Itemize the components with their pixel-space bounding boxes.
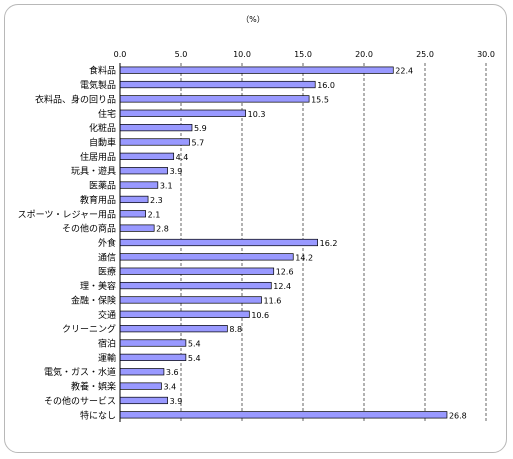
category-label: その他の商品 [62, 223, 116, 235]
value-label: 16.2 [320, 239, 338, 248]
value-label: 16.0 [317, 81, 335, 90]
bar [119, 267, 275, 275]
bar [119, 181, 159, 189]
category-label: 特になし [80, 409, 116, 421]
value-label: 5.7 [192, 138, 205, 147]
category-label: 外食 [98, 237, 116, 249]
bar [119, 124, 193, 132]
bar [119, 80, 316, 89]
bar [119, 138, 190, 146]
bar [119, 66, 394, 74]
bar [119, 396, 168, 405]
value-labels: 22.4 16.0 15.5 10.3 5.9 5.74.4 3.9 3.1 2.3 2.1 2.8… [148, 67, 467, 421]
bar [119, 325, 228, 333]
category-label: 食料品 [89, 65, 116, 77]
bar [119, 253, 294, 261]
value-label: 2.3 [150, 196, 163, 205]
value-label: 26.8 [449, 411, 467, 420]
bars [119, 66, 448, 419]
category-label: 玩具・遊具 [71, 165, 116, 177]
category-label: 医療 [98, 266, 116, 278]
value-label: 3.4 [163, 383, 176, 392]
value-label: 12.4 [273, 282, 291, 291]
bar [119, 109, 247, 117]
bar [119, 210, 146, 218]
value-label: 2.8 [156, 225, 169, 234]
unit-label: （%） [241, 15, 265, 24]
x-tick-label: 25.0 [416, 50, 434, 59]
x-tick-label: 0.0 [114, 50, 127, 59]
value-label: 3.9 [170, 397, 183, 406]
value-label: 10.6 [251, 311, 269, 320]
value-label: 10.3 [248, 110, 266, 119]
bar [119, 368, 165, 376]
x-tick-label: 10.0 [233, 50, 251, 59]
chart-frame [4, 4, 507, 453]
category-label: 宿泊 [98, 338, 116, 350]
x-tick-label: 20.0 [355, 50, 373, 59]
bar [119, 152, 175, 160]
category-label: 住宅 [98, 108, 116, 120]
category-label: 教養・娯楽 [71, 381, 116, 393]
bar [119, 95, 310, 103]
value-label: 2.1 [148, 210, 161, 219]
category-label: 住居用品 [80, 151, 116, 163]
category-labels: 食料品電気製品衣料品、身の回り品住宅化粧品自動車住居用品玩具・遊具医薬品教育用品… [18, 65, 116, 422]
bar [119, 167, 168, 175]
category-label: 電気・ガス・水道 [44, 366, 116, 378]
bar [119, 195, 149, 204]
value-label: 3.6 [166, 368, 179, 377]
bar [119, 382, 162, 390]
value-label: 11.6 [264, 296, 282, 305]
category-label: 交通 [98, 309, 116, 321]
value-label: 15.5 [311, 95, 329, 104]
value-label: 12.6 [276, 268, 294, 277]
bar [119, 339, 187, 347]
bar [119, 310, 250, 318]
value-label: 22.4 [395, 67, 413, 76]
value-label: 3.9 [170, 167, 183, 176]
category-label: 化粧品 [89, 122, 116, 134]
x-axis-ticks: 0.0 5.0 10.0 15.0 20.0 25.0 30.0 [114, 50, 495, 59]
x-tick-label: 5.0 [175, 50, 188, 59]
category-label: 衣料品、身の回り品 [35, 93, 116, 105]
x-tick-label: 15.0 [294, 50, 312, 59]
category-label: スポーツ・レジャー用品 [18, 209, 116, 220]
category-label: クリーニング [62, 323, 116, 335]
x-tick-label: 30.0 [477, 50, 495, 59]
value-label: 5.4 [188, 340, 201, 349]
bar [119, 238, 318, 247]
category-label: その他のサービス [44, 395, 116, 407]
category-label: 運輸 [98, 352, 116, 364]
value-label: 4.4 [176, 153, 189, 162]
category-label: 金融・保険 [71, 294, 116, 306]
category-label: 自動車 [89, 136, 116, 148]
bar [119, 281, 272, 290]
bar [119, 224, 155, 232]
value-label: 14.2 [295, 253, 313, 262]
bar [119, 296, 262, 304]
value-label: 8.8 [229, 325, 242, 334]
category-label: 通信 [98, 251, 116, 263]
value-label: 5.9 [194, 124, 207, 133]
bar [119, 353, 187, 361]
category-label: 教育用品 [80, 194, 116, 206]
category-label: 理・美容 [80, 280, 116, 292]
category-label: 電気製品 [80, 79, 116, 91]
value-label: 3.1 [160, 182, 173, 191]
value-label: 5.4 [188, 354, 201, 363]
category-label: 医薬品 [89, 180, 116, 192]
bar [119, 411, 448, 419]
